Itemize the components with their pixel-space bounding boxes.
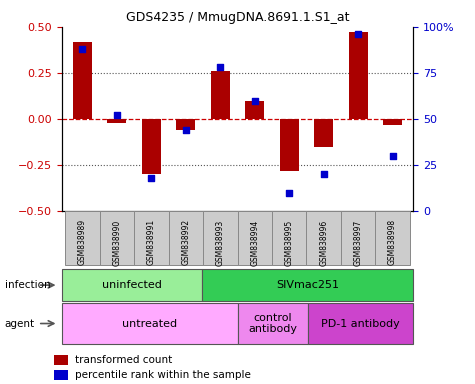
Bar xyxy=(62,303,238,344)
Text: GSM838993: GSM838993 xyxy=(216,219,225,265)
Point xyxy=(217,65,224,71)
Point xyxy=(148,175,155,181)
Text: GSM838989: GSM838989 xyxy=(78,219,87,265)
Text: agent: agent xyxy=(5,318,35,329)
Bar xyxy=(134,211,169,265)
Text: GSM838990: GSM838990 xyxy=(113,219,122,265)
Text: GSM838997: GSM838997 xyxy=(353,219,362,265)
Text: percentile rank within the sample: percentile rank within the sample xyxy=(75,370,250,380)
Bar xyxy=(73,41,92,119)
Bar xyxy=(54,356,68,365)
Bar xyxy=(176,119,195,130)
Title: GDS4235 / MmugDNA.8691.1.S1_at: GDS4235 / MmugDNA.8691.1.S1_at xyxy=(126,11,349,24)
Point xyxy=(79,46,86,52)
Bar xyxy=(169,211,203,265)
Bar xyxy=(65,211,100,265)
Text: GSM838998: GSM838998 xyxy=(388,219,397,265)
Text: GSM838996: GSM838996 xyxy=(319,219,328,265)
Bar xyxy=(375,211,410,265)
Text: PD-1 antibody: PD-1 antibody xyxy=(321,318,400,329)
Text: GSM838995: GSM838995 xyxy=(285,219,294,265)
Bar xyxy=(203,211,238,265)
Bar xyxy=(341,211,375,265)
Text: GSM838992: GSM838992 xyxy=(181,219,190,265)
Bar xyxy=(202,269,413,301)
Point xyxy=(320,171,327,177)
Bar xyxy=(54,370,68,380)
Text: GSM838994: GSM838994 xyxy=(250,219,259,265)
Point xyxy=(354,31,362,37)
Bar xyxy=(238,211,272,265)
Text: SIVmac251: SIVmac251 xyxy=(276,280,339,290)
Bar xyxy=(308,303,413,344)
Point xyxy=(389,153,396,159)
Text: infection: infection xyxy=(5,280,50,290)
Text: untreated: untreated xyxy=(122,318,177,329)
Text: transformed count: transformed count xyxy=(75,355,172,365)
Text: control
antibody: control antibody xyxy=(248,313,297,334)
Bar xyxy=(62,269,202,301)
Bar xyxy=(142,119,161,174)
Bar xyxy=(245,101,264,119)
Text: uninfected: uninfected xyxy=(102,280,162,290)
Bar xyxy=(107,119,126,123)
Point xyxy=(182,127,190,133)
Bar xyxy=(238,303,308,344)
Bar xyxy=(306,211,341,265)
Bar xyxy=(100,211,134,265)
Point xyxy=(285,190,293,196)
Bar xyxy=(272,211,306,265)
Bar xyxy=(280,119,299,170)
Point xyxy=(113,112,121,118)
Bar xyxy=(211,71,230,119)
Text: GSM838991: GSM838991 xyxy=(147,219,156,265)
Point xyxy=(251,98,258,104)
Bar xyxy=(349,32,368,119)
Bar xyxy=(314,119,333,147)
Bar xyxy=(383,119,402,124)
